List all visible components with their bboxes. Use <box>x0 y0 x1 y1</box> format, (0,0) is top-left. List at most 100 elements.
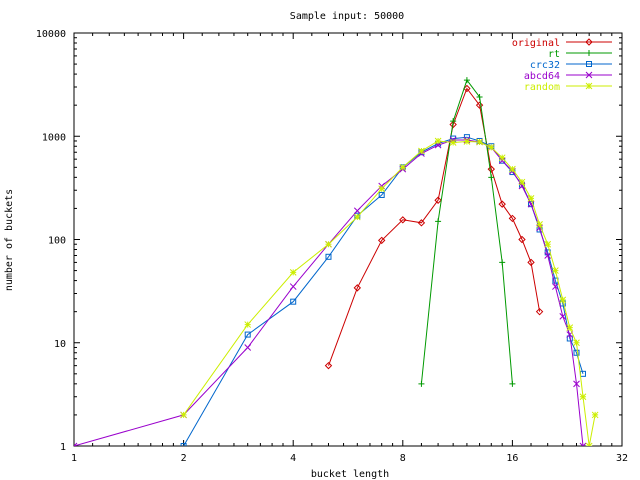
x-tick-label: 2 <box>181 453 187 464</box>
data-point-original <box>399 216 407 224</box>
data-point-original <box>417 219 426 227</box>
data-point-abcd64 <box>573 380 580 388</box>
y-tick-label: 1000 <box>42 132 66 143</box>
data-point-random <box>591 411 599 419</box>
data-point-crc32 <box>528 201 535 208</box>
data-point-rt <box>509 380 516 387</box>
axes: 1 2 4 8 16 32 1 10 100 1000 10000 <box>36 29 628 464</box>
data-point-random <box>418 147 425 155</box>
x-tick-label: 4 <box>290 453 296 464</box>
series-line-original <box>328 87 541 366</box>
data-point-random <box>353 213 361 221</box>
x-axis-label: bucket length <box>311 469 389 480</box>
x-tick-label: 32 <box>616 453 628 464</box>
data-point-rt <box>476 93 483 100</box>
data-point-original <box>449 120 457 129</box>
data-point-abcd64 <box>559 313 567 320</box>
data-point-abcd64 <box>579 442 587 446</box>
data-point-random <box>449 139 457 146</box>
legend-marker-random <box>585 82 593 90</box>
data-point-abcd64 <box>552 283 559 290</box>
data-point-random <box>463 138 471 145</box>
data-point-random <box>498 154 506 162</box>
data-point-random <box>509 165 516 173</box>
data-point-rt <box>435 218 442 225</box>
data-point-random <box>579 393 587 401</box>
data-point-crc32 <box>290 298 297 305</box>
data-point-abcd64 <box>74 442 78 446</box>
series-line-crc32 <box>183 136 584 446</box>
data-point-rt <box>499 259 506 266</box>
data-point-random <box>559 296 567 304</box>
data-point-original <box>527 258 535 267</box>
legend-label-random: random <box>524 82 560 93</box>
data-point-original <box>487 165 495 173</box>
data-point-original <box>324 361 333 370</box>
legend-marker-abcd64 <box>585 71 593 79</box>
legend-marker-crc32 <box>586 61 592 67</box>
data-point-rt <box>463 77 470 84</box>
data-point-abcd64 <box>289 283 297 290</box>
series-line-rt <box>420 79 513 384</box>
legend-label-original: original <box>512 38 560 49</box>
x-tick-label: 1 <box>71 453 77 464</box>
data-point-random <box>289 269 297 276</box>
data-point-random <box>244 321 252 328</box>
data-point-random <box>399 163 407 171</box>
data-point-random <box>487 144 495 151</box>
data-point-abcd64 <box>527 200 535 208</box>
data-point-random <box>434 137 442 145</box>
chart-title: Sample input: 50000 <box>290 11 404 22</box>
data-point-crc32 <box>244 331 251 338</box>
x-tick-label: 8 <box>400 453 406 464</box>
data-point-random <box>536 221 543 228</box>
data-point-abcd64 <box>244 344 252 351</box>
series-random <box>180 137 599 446</box>
legend-label-rt: rt <box>548 49 560 60</box>
y-tick-label: 10 <box>54 339 66 350</box>
data-point-random <box>378 185 386 193</box>
data-point-abcd64 <box>544 252 552 259</box>
y-tick-label: 100 <box>48 236 66 247</box>
data-point-original <box>518 235 526 244</box>
data-point-random <box>180 411 187 419</box>
y-tick-label: 10000 <box>36 29 66 40</box>
legend-marker-original <box>585 38 593 46</box>
data-point-random <box>476 138 483 146</box>
data-point-random <box>552 267 559 274</box>
data-point-crc32 <box>573 349 580 356</box>
data-point-random <box>566 324 574 332</box>
legend-label-abcd64: abcd64 <box>524 71 560 82</box>
data-point-original <box>434 196 442 204</box>
y-axis-label: number of buckets <box>4 189 15 291</box>
data-point-random <box>325 240 332 248</box>
data-point-rt <box>488 174 495 181</box>
data-point-original <box>475 101 484 109</box>
series-line-random <box>183 140 596 446</box>
data-point-abcd64 <box>353 207 361 215</box>
data-point-original <box>498 200 506 208</box>
series-rt <box>418 77 516 387</box>
data-point-original <box>508 214 517 223</box>
data-point-random <box>573 339 580 347</box>
data-point-original <box>535 307 544 316</box>
data-point-random <box>518 178 526 186</box>
plot-series <box>74 77 599 446</box>
legend-label-crc32: crc32 <box>530 60 560 71</box>
y-tick-label: 1 <box>60 442 66 453</box>
data-point-original <box>353 284 362 292</box>
data-point-random <box>527 195 535 202</box>
data-point-crc32 <box>325 253 332 260</box>
data-point-rt <box>450 118 457 125</box>
data-point-crc32 <box>378 191 385 198</box>
series-original <box>324 84 544 370</box>
data-point-original <box>377 236 386 245</box>
data-point-random <box>544 240 552 248</box>
data-point-crc32 <box>180 443 187 446</box>
x-tick-label: 16 <box>506 453 518 464</box>
data-point-rt <box>418 380 425 387</box>
legend-marker-rt <box>586 50 592 56</box>
